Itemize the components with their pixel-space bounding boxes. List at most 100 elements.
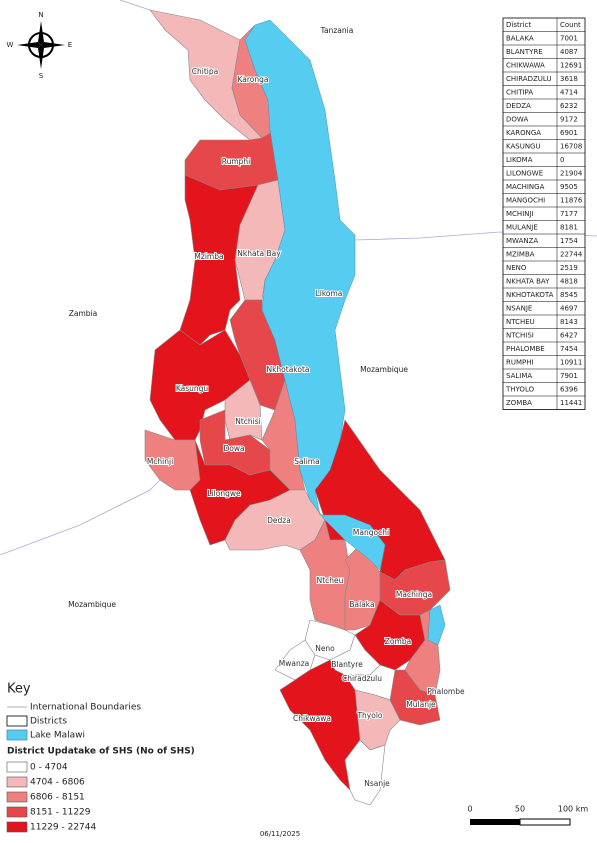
district-label: Chitipa (192, 67, 218, 76)
district (344, 739, 386, 806)
compass-n: N (38, 11, 43, 19)
country-label: Mozambique (68, 600, 116, 609)
table-count: 4697 (560, 304, 578, 312)
class-label: 8151 - 11229 (30, 808, 91, 818)
table-header: District (506, 21, 531, 29)
district-label: Chikwawa (293, 714, 331, 723)
class-label: 11229 - 22744 (30, 823, 97, 833)
table-district: DEDZA (506, 102, 531, 110)
table-count: 1754 (560, 237, 578, 245)
district-label: Dowa (223, 444, 244, 453)
boundary (0, 479, 161, 556)
country-label: Zambia (69, 309, 97, 318)
table-count: 8545 (560, 291, 578, 299)
compass-arrow (38, 45, 44, 69)
compass-arrow (38, 21, 44, 45)
class-swatch (6, 776, 28, 788)
district-label: Phalombe (427, 687, 465, 696)
table-district: CHIRADZULU (506, 75, 552, 83)
table-count: 6901 (560, 129, 578, 137)
table-count: 16708 (560, 142, 582, 150)
key: Key International Boundaries Districts Lak… (6, 682, 195, 833)
table-count: 4714 (560, 88, 578, 96)
compass: N S E W (7, 11, 73, 80)
table-district: KARONGA (506, 129, 541, 137)
table-frame (502, 17, 586, 410)
table-district: NKHOTAKOTA (506, 291, 554, 299)
date: 06/11/2025 (260, 830, 300, 838)
table-district: PHALOMBE (506, 345, 545, 353)
lake (427, 604, 446, 646)
class-label: 0 - 4704 (30, 763, 68, 773)
class-swatch (6, 761, 28, 773)
scale-label: 100 km (558, 805, 588, 814)
district (224, 379, 263, 441)
compass-e: E (68, 41, 72, 49)
table-district: NKHATA BAY (506, 277, 550, 285)
district-label: Lilongwe (207, 489, 241, 498)
key-layer: International Boundaries (30, 703, 141, 713)
table-count: 9505 (560, 183, 578, 191)
table-count: 3618 (560, 75, 578, 83)
lake-swatch (6, 729, 28, 741)
district-label: Mangochi (353, 528, 389, 537)
district-label: Likoma (316, 289, 343, 298)
legend-title: District Updatake of SHS (No of SHS) (7, 747, 195, 757)
class-label: 6806 - 8151 (30, 793, 85, 803)
district-label: Mchinji (147, 457, 173, 466)
class-swatch (6, 791, 28, 803)
table-count: 2519 (560, 264, 578, 272)
table-count: 10911 (560, 358, 582, 366)
district-label: Blantyre (331, 660, 363, 669)
country-label: Tanzania (320, 26, 354, 35)
table-count: 21904 (560, 169, 583, 177)
key-layer: Lake Malawi (30, 731, 85, 741)
boundary (119, 0, 151, 11)
table-count: 7901 (560, 372, 578, 380)
table-count: 12691 (560, 61, 582, 69)
district-label: Balaka (349, 600, 374, 609)
class-swatch (6, 806, 28, 818)
scale-segment (470, 819, 520, 825)
table-count: 7454 (560, 345, 578, 353)
count-table: District Count BALAKA 7001 BLANTYRE 4087 CHIKW… (502, 17, 586, 410)
district-label: Ntcheu (317, 576, 344, 585)
district-label: Karonga (238, 75, 269, 84)
table-district: SALIMA (506, 372, 532, 380)
districts (144, 9, 451, 806)
table-count: 4087 (560, 48, 578, 56)
table-header: Count (560, 21, 581, 29)
class-swatch (6, 821, 28, 833)
district-label: Salima (294, 457, 319, 466)
district (261, 378, 306, 491)
table-district: NTCHISI (506, 331, 534, 339)
district-label: Mwanza (279, 659, 310, 668)
table-district: MWANZA (506, 237, 538, 245)
districts-swatch (6, 715, 28, 727)
table-count: 8181 (560, 223, 578, 231)
lake (244, 19, 386, 571)
scale-label: 50 (515, 805, 525, 814)
district-label: Nkhotakota (266, 365, 309, 374)
scale-label: 0 (467, 805, 472, 814)
table-count: 9172 (560, 115, 578, 123)
country-label: Mozambique (360, 365, 408, 374)
key-layer: Districts (30, 717, 67, 727)
district-label: Mulanje (406, 700, 436, 709)
table-district: CHIKWAWA (506, 61, 545, 69)
table-count: 6232 (560, 102, 578, 110)
table-count: 7001 (560, 34, 578, 42)
table-count: 22744 (560, 250, 583, 258)
table-district: NTCHEU (506, 318, 535, 326)
table-district: BALAKA (506, 34, 534, 42)
table-district: NSANJE (506, 304, 532, 312)
scale-bar: 0 50 100 km (467, 805, 588, 826)
table-district: LIKOMA (506, 156, 533, 164)
district-label: Thyolo (356, 711, 382, 720)
table-district: LILONGWE (506, 169, 543, 177)
district-label: Nkhata Bay (237, 249, 281, 258)
district-label: Zomba (385, 637, 411, 646)
district-label: Kasungu (176, 384, 209, 393)
compass-arrow (17, 42, 41, 48)
district-label: Dedza (267, 516, 291, 525)
